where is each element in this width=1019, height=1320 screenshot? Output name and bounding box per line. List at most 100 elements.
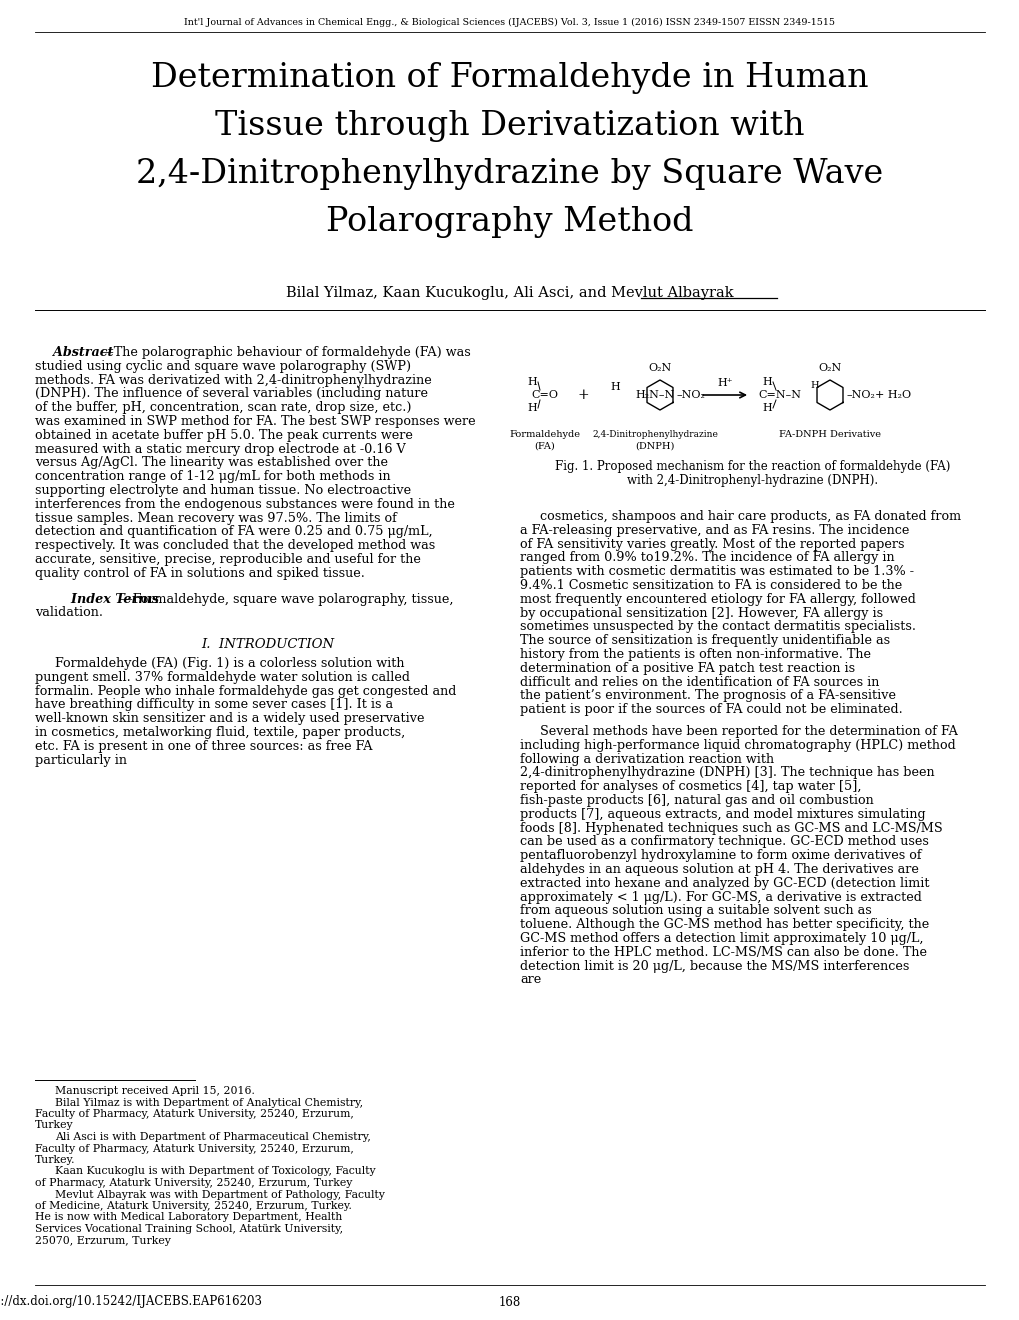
Text: can be used as a confirmatory technique. GC-ECD method uses: can be used as a confirmatory technique.… bbox=[520, 836, 928, 849]
Text: foods [8]. Hyphenated techniques such as GC-MS and LC-MS/MS: foods [8]. Hyphenated techniques such as… bbox=[520, 821, 942, 834]
Text: Formaldehyde (FA) (Fig. 1) is a colorless solution with: Formaldehyde (FA) (Fig. 1) is a colorles… bbox=[55, 657, 405, 671]
Text: H⁺: H⁺ bbox=[716, 378, 732, 388]
Text: of Medicine, Ataturk University, 25240, Erzurum, Turkey.: of Medicine, Ataturk University, 25240, … bbox=[35, 1201, 352, 1210]
Text: C=N–N: C=N–N bbox=[758, 389, 801, 400]
Text: from aqueous solution using a suitable solvent such as: from aqueous solution using a suitable s… bbox=[520, 904, 871, 917]
Text: measured with a static mercury drop electrode at -0.16 V: measured with a static mercury drop elec… bbox=[35, 442, 406, 455]
Text: particularly in: particularly in bbox=[35, 754, 127, 767]
Text: Kaan Kucukoglu is with Department of Toxicology, Faculty: Kaan Kucukoglu is with Department of Tox… bbox=[55, 1167, 375, 1176]
Text: FA-DNPH Derivative: FA-DNPH Derivative bbox=[779, 430, 880, 440]
Text: aldehydes in an aqueous solution at pH 4. The derivatives are: aldehydes in an aqueous solution at pH 4… bbox=[520, 863, 918, 876]
Text: determination of a positive FA patch test reaction is: determination of a positive FA patch tes… bbox=[520, 661, 854, 675]
Text: supporting electrolyte and human tissue. No electroactive: supporting electrolyte and human tissue.… bbox=[35, 484, 411, 498]
Text: most frequently encountered etiology for FA allergy, followed: most frequently encountered etiology for… bbox=[520, 593, 915, 606]
Text: obtained in acetate buffer pH 5.0. The peak currents were: obtained in acetate buffer pH 5.0. The p… bbox=[35, 429, 413, 442]
Text: I.  INTRODUCTION: I. INTRODUCTION bbox=[201, 638, 334, 651]
Text: Tissue through Derivatization with: Tissue through Derivatization with bbox=[215, 110, 804, 143]
Text: H₂N–N: H₂N–N bbox=[635, 389, 674, 400]
Text: He is now with Medical Laboratory Department, Health: He is now with Medical Laboratory Depart… bbox=[35, 1213, 342, 1222]
Text: accurate, sensitive, precise, reproducible and useful for the: accurate, sensitive, precise, reproducib… bbox=[35, 553, 421, 566]
Text: including high-performance liquid chromatography (HPLC) method: including high-performance liquid chroma… bbox=[520, 739, 955, 752]
Text: tissue samples. Mean recovery was 97.5%. The limits of: tissue samples. Mean recovery was 97.5%.… bbox=[35, 512, 396, 524]
Text: (DNPH). The influence of several variables (including nature: (DNPH). The influence of several variabl… bbox=[35, 387, 428, 400]
Text: patient is poor if the sources of FA could not be eliminated.: patient is poor if the sources of FA cou… bbox=[520, 704, 902, 717]
Text: http://dx.doi.org/10.15242/IJACEBS.EAP616203: http://dx.doi.org/10.15242/IJACEBS.EAP61… bbox=[0, 1295, 263, 1308]
Text: Fig. 1. Proposed mechanism for the reaction of formaldehyde (FA): Fig. 1. Proposed mechanism for the react… bbox=[554, 459, 950, 473]
Text: validation.: validation. bbox=[35, 606, 103, 619]
Text: products [7], aqueous extracts, and model mixtures simulating: products [7], aqueous extracts, and mode… bbox=[520, 808, 924, 821]
Text: sometimes unsuspected by the contact dermatitis specialists.: sometimes unsuspected by the contact der… bbox=[520, 620, 915, 634]
Text: of FA sensitivity varies greatly. Most of the reported papers: of FA sensitivity varies greatly. Most o… bbox=[520, 537, 904, 550]
Text: reported for analyses of cosmetics [4], tap water [5],: reported for analyses of cosmetics [4], … bbox=[520, 780, 861, 793]
Text: extracted into hexane and analyzed by GC-ECD (detection limit: extracted into hexane and analyzed by GC… bbox=[520, 876, 928, 890]
Text: versus Ag/AgCl. The linearity was established over the: versus Ag/AgCl. The linearity was establ… bbox=[35, 457, 387, 470]
Text: Several methods have been reported for the determination of FA: Several methods have been reported for t… bbox=[539, 725, 957, 738]
Text: etc. FA is present in one of three sources: as free FA: etc. FA is present in one of three sourc… bbox=[35, 739, 372, 752]
Text: Turkey: Turkey bbox=[35, 1121, 73, 1130]
Text: Index Terms: Index Terms bbox=[53, 593, 159, 606]
Text: 2,4-Dinitrophenylhydrazine: 2,4-Dinitrophenylhydrazine bbox=[591, 430, 717, 440]
Text: of Pharmacy, Ataturk University, 25240, Erzurum, Turkey: of Pharmacy, Ataturk University, 25240, … bbox=[35, 1177, 352, 1188]
Text: was examined in SWP method for FA. The best SWP responses were: was examined in SWP method for FA. The b… bbox=[35, 414, 475, 428]
Text: quality control of FA in solutions and spiked tissue.: quality control of FA in solutions and s… bbox=[35, 566, 365, 579]
Text: Abstract: Abstract bbox=[53, 346, 113, 359]
Text: the patient’s environment. The prognosis of a FA-sensitive: the patient’s environment. The prognosis… bbox=[520, 689, 895, 702]
Text: of the buffer, pH, concentration, scan rate, drop size, etc.): of the buffer, pH, concentration, scan r… bbox=[35, 401, 411, 414]
Text: 25070, Erzurum, Turkey: 25070, Erzurum, Turkey bbox=[35, 1236, 171, 1246]
Text: (DNPH): (DNPH) bbox=[635, 442, 674, 451]
Text: cosmetics, shampoos and hair care products, as FA donated from: cosmetics, shampoos and hair care produc… bbox=[539, 510, 960, 523]
Text: Services Vocational Training School, Atatürk University,: Services Vocational Training School, Ata… bbox=[35, 1224, 342, 1234]
Text: inferior to the HPLC method. LC-MS/MS can also be done. The: inferior to the HPLC method. LC-MS/MS ca… bbox=[520, 946, 926, 958]
Text: + H₂O: + H₂O bbox=[874, 389, 910, 400]
Text: –NO₂: –NO₂ bbox=[846, 389, 875, 400]
Text: a FA-releasing preservative, and as FA resins. The incidence: a FA-releasing preservative, and as FA r… bbox=[520, 524, 909, 537]
Text: Polarography Method: Polarography Method bbox=[326, 206, 693, 238]
Text: Bilal Yilmaz, Kaan Kucukoglu, Ali Asci, and Mevlut Albayrak: Bilal Yilmaz, Kaan Kucukoglu, Ali Asci, … bbox=[286, 286, 733, 300]
Text: Ali Asci is with Department of Pharmaceutical Chemistry,: Ali Asci is with Department of Pharmaceu… bbox=[55, 1133, 371, 1142]
Text: H: H bbox=[527, 378, 536, 387]
Text: following a derivatization reaction with: following a derivatization reaction with bbox=[520, 752, 773, 766]
Text: Determination of Formaldehyde in Human: Determination of Formaldehyde in Human bbox=[151, 62, 868, 94]
Text: 168: 168 bbox=[498, 1295, 521, 1308]
Text: C=O: C=O bbox=[531, 389, 558, 400]
Text: Faculty of Pharmacy, Ataturk University, 25240, Erzurum,: Faculty of Pharmacy, Ataturk University,… bbox=[35, 1109, 354, 1119]
Text: Faculty of Pharmacy, Ataturk University, 25240, Erzurum,: Faculty of Pharmacy, Ataturk University,… bbox=[35, 1143, 354, 1154]
Text: H: H bbox=[810, 380, 818, 389]
Text: GC-MS method offers a detection limit approximately 10 μg/L,: GC-MS method offers a detection limit ap… bbox=[520, 932, 922, 945]
Text: have breathing difficulty in some sever cases [1]. It is a: have breathing difficulty in some sever … bbox=[35, 698, 392, 711]
Text: pungent smell. 37% formaldehyde water solution is called: pungent smell. 37% formaldehyde water so… bbox=[35, 671, 410, 684]
Text: studied using cyclic and square wave polarography (SWP): studied using cyclic and square wave pol… bbox=[35, 360, 411, 372]
Text: Int'l Journal of Advances in Chemical Engg., & Biological Sciences (IJACEBS) Vol: Int'l Journal of Advances in Chemical En… bbox=[184, 17, 835, 26]
Text: (FA): (FA) bbox=[534, 442, 554, 451]
Text: Turkey.: Turkey. bbox=[35, 1155, 75, 1166]
Text: H: H bbox=[761, 378, 771, 387]
Text: Bilal Yilmaz is with Department of Analytical Chemistry,: Bilal Yilmaz is with Department of Analy… bbox=[55, 1097, 363, 1107]
Text: Mevlut Albayrak was with Department of Pathology, Faculty: Mevlut Albayrak was with Department of P… bbox=[55, 1189, 384, 1200]
Text: Formaldehyde: Formaldehyde bbox=[510, 430, 580, 440]
Text: detection and quantification of FA were 0.25 and 0.75 μg/mL,: detection and quantification of FA were … bbox=[35, 525, 432, 539]
Text: Manuscript received April 15, 2016.: Manuscript received April 15, 2016. bbox=[55, 1086, 255, 1096]
Text: ranged from 0.9% to19.2%. The incidence of FA allergy in: ranged from 0.9% to19.2%. The incidence … bbox=[520, 552, 894, 565]
Text: concentration range of 1-12 μg/mL for both methods in: concentration range of 1-12 μg/mL for bo… bbox=[35, 470, 390, 483]
Text: respectively. It was concluded that the developed method was: respectively. It was concluded that the … bbox=[35, 539, 435, 552]
Text: patients with cosmetic dermatitis was estimated to be 1.3% -: patients with cosmetic dermatitis was es… bbox=[520, 565, 913, 578]
Text: The source of sensitization is frequently unidentifiable as: The source of sensitization is frequentl… bbox=[520, 634, 890, 647]
Text: O₂N: O₂N bbox=[817, 363, 841, 374]
Text: —Formaldehyde, square wave polarography, tissue,: —Formaldehyde, square wave polarography,… bbox=[120, 593, 453, 606]
Text: H: H bbox=[609, 381, 620, 392]
Text: 2,4-Dinitrophenylhydrazine by Square Wave: 2,4-Dinitrophenylhydrazine by Square Wav… bbox=[137, 158, 882, 190]
Text: toluene. Although the GC-MS method has better specificity, the: toluene. Although the GC-MS method has b… bbox=[520, 919, 928, 931]
Text: H: H bbox=[527, 403, 536, 413]
Text: detection limit is 20 μg/L, because the MS/MS interferences: detection limit is 20 μg/L, because the … bbox=[520, 960, 909, 973]
Text: formalin. People who inhale formaldehyde gas get congested and: formalin. People who inhale formaldehyde… bbox=[35, 685, 455, 697]
Text: approximately < 1 μg/L). For GC-MS, a derivative is extracted: approximately < 1 μg/L). For GC-MS, a de… bbox=[520, 891, 921, 904]
Text: difficult and relies on the identification of FA sources in: difficult and relies on the identificati… bbox=[520, 676, 878, 689]
Text: interferences from the endogenous substances were found in the: interferences from the endogenous substa… bbox=[35, 498, 454, 511]
Text: fish-paste products [6], natural gas and oil combustion: fish-paste products [6], natural gas and… bbox=[520, 795, 873, 807]
Text: methods. FA was derivatized with 2,4-dinitrophenylhydrazine: methods. FA was derivatized with 2,4-din… bbox=[35, 374, 431, 387]
Text: 9.4%.1 Cosmetic sensitization to FA is considered to be the: 9.4%.1 Cosmetic sensitization to FA is c… bbox=[520, 579, 902, 591]
Text: pentafluorobenzyl hydroxylamine to form oxime derivatives of: pentafluorobenzyl hydroxylamine to form … bbox=[520, 849, 921, 862]
Text: +: + bbox=[577, 388, 588, 403]
Text: are: are bbox=[520, 973, 541, 986]
Text: well-known skin sensitizer and is a widely used preservative: well-known skin sensitizer and is a wide… bbox=[35, 713, 424, 725]
